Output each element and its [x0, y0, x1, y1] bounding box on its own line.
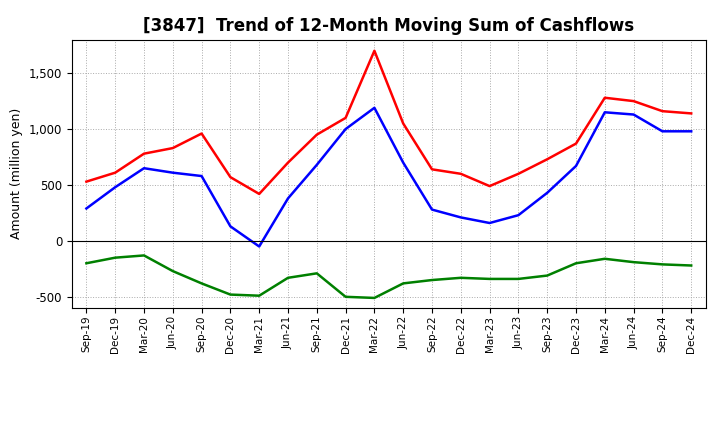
Free Cashflow	[255, 244, 264, 249]
Free Cashflow	[168, 170, 177, 175]
Investing Cashflow	[629, 260, 638, 265]
Free Cashflow	[312, 162, 321, 168]
Operating Cashflow	[629, 99, 638, 104]
Operating Cashflow	[140, 151, 148, 156]
Free Cashflow	[543, 190, 552, 195]
Investing Cashflow	[370, 295, 379, 301]
Investing Cashflow	[255, 293, 264, 298]
Investing Cashflow	[658, 262, 667, 267]
Operating Cashflow	[428, 167, 436, 172]
Operating Cashflow	[399, 121, 408, 126]
Investing Cashflow	[341, 294, 350, 300]
Operating Cashflow	[543, 157, 552, 162]
Line: Investing Cashflow: Investing Cashflow	[86, 256, 691, 298]
Free Cashflow	[687, 128, 696, 134]
Free Cashflow	[456, 215, 465, 220]
Operating Cashflow	[341, 115, 350, 121]
Investing Cashflow	[485, 276, 494, 282]
Y-axis label: Amount (million yen): Amount (million yen)	[10, 108, 23, 239]
Free Cashflow	[341, 126, 350, 132]
Operating Cashflow	[197, 131, 206, 136]
Operating Cashflow	[255, 191, 264, 197]
Free Cashflow	[485, 220, 494, 226]
Operating Cashflow	[514, 171, 523, 176]
Free Cashflow	[226, 224, 235, 229]
Operating Cashflow	[82, 179, 91, 184]
Investing Cashflow	[284, 275, 292, 280]
Free Cashflow	[600, 110, 609, 115]
Free Cashflow	[370, 105, 379, 110]
Investing Cashflow	[197, 281, 206, 286]
Investing Cashflow	[687, 263, 696, 268]
Investing Cashflow	[600, 256, 609, 261]
Operating Cashflow	[168, 146, 177, 151]
Investing Cashflow	[140, 253, 148, 258]
Free Cashflow	[572, 163, 580, 169]
Free Cashflow	[284, 196, 292, 201]
Operating Cashflow	[600, 95, 609, 100]
Free Cashflow	[629, 112, 638, 117]
Free Cashflow	[111, 185, 120, 190]
Free Cashflow	[197, 173, 206, 179]
Operating Cashflow	[572, 141, 580, 146]
Operating Cashflow	[658, 109, 667, 114]
Investing Cashflow	[543, 273, 552, 278]
Operating Cashflow	[370, 48, 379, 53]
Free Cashflow	[514, 213, 523, 218]
Operating Cashflow	[485, 183, 494, 189]
Line: Free Cashflow: Free Cashflow	[86, 108, 691, 246]
Operating Cashflow	[312, 132, 321, 137]
Free Cashflow	[82, 206, 91, 211]
Operating Cashflow	[226, 175, 235, 180]
Investing Cashflow	[168, 268, 177, 274]
Free Cashflow	[658, 128, 667, 134]
Operating Cashflow	[284, 160, 292, 165]
Operating Cashflow	[687, 111, 696, 116]
Investing Cashflow	[82, 260, 91, 266]
Free Cashflow	[428, 207, 436, 212]
Investing Cashflow	[226, 292, 235, 297]
Title: [3847]  Trend of 12-Month Moving Sum of Cashflows: [3847] Trend of 12-Month Moving Sum of C…	[143, 17, 634, 35]
Free Cashflow	[140, 165, 148, 171]
Operating Cashflow	[111, 170, 120, 175]
Investing Cashflow	[456, 275, 465, 280]
Line: Operating Cashflow: Operating Cashflow	[86, 51, 691, 194]
Free Cashflow	[399, 160, 408, 165]
Investing Cashflow	[514, 276, 523, 282]
Investing Cashflow	[312, 271, 321, 276]
Investing Cashflow	[111, 255, 120, 260]
Investing Cashflow	[572, 260, 580, 266]
Investing Cashflow	[428, 277, 436, 282]
Investing Cashflow	[399, 281, 408, 286]
Operating Cashflow	[456, 171, 465, 176]
